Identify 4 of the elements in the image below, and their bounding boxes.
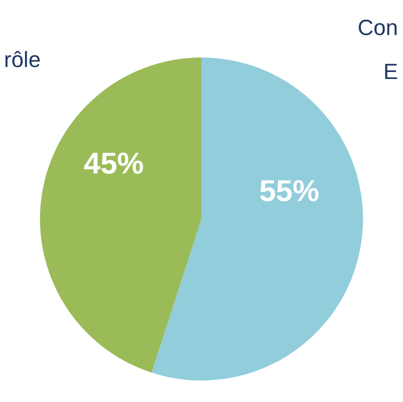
data-label: 45% bbox=[84, 147, 144, 180]
data-label: 55% bbox=[259, 175, 320, 208]
slice-label: rôle bbox=[4, 47, 41, 72]
slice-label: Con E bbox=[358, 15, 398, 84]
